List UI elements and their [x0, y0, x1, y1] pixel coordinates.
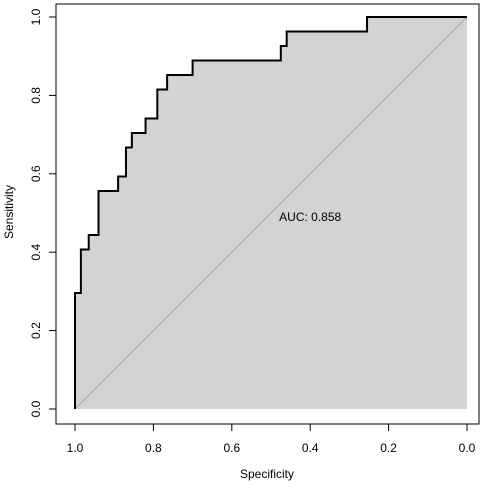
roc-curve-line — [74, 16, 467, 409]
x-tick-label: 1.0 — [67, 441, 84, 455]
y-tick-label: 0.2 — [29, 322, 43, 339]
y-tick-label: 0.8 — [29, 87, 43, 104]
x-tick-label: 0.0 — [459, 441, 476, 455]
x-axis-title: Specificity — [240, 467, 294, 481]
x-tick-label: 0.6 — [223, 441, 240, 455]
axes: 1.0 0.8 0.6 0.4 0.2 0.0 0.0 0.2 0.4 0.6 0.8 1.0 — [29, 3, 480, 455]
x-tick-label: 0.4 — [302, 441, 319, 455]
y-tick-label: 0.6 — [29, 165, 43, 182]
y-tick-label: 0.0 — [29, 400, 43, 417]
y-tick-label: 1.0 — [29, 8, 43, 25]
chance-diagonal-line — [74, 16, 468, 410]
y-axis-title: Sensitivity — [2, 185, 16, 239]
plot-area — [74, 16, 468, 410]
auc-annotation: AUC: 0.858 — [279, 210, 341, 224]
x-tick-label: 0.8 — [145, 441, 162, 455]
x-tick-label: 0.2 — [380, 441, 397, 455]
y-tick-label: 0.4 — [29, 244, 43, 261]
